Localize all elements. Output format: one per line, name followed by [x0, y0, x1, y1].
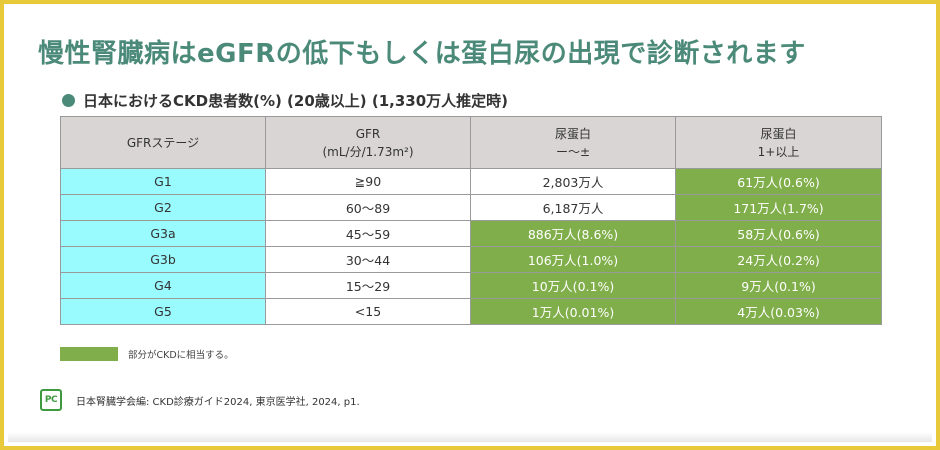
cell-protein-positive: 61万人(0.6%) [675, 168, 882, 195]
legend-text: 部分がCKDに相当する。 [128, 350, 234, 361]
legend-swatch [60, 347, 118, 361]
table-row: G3a 45〜59 886万人(8.6%) 58万人(0.6%) [60, 220, 882, 247]
cell-protein-positive: 171万人(1.7%) [675, 194, 882, 221]
bullet-icon [62, 94, 75, 107]
legend: 部分がCKDに相当する。 [60, 347, 234, 361]
cell-gfr: 45〜59 [265, 220, 471, 247]
ckd-table: GFRステージ GFR (mL/分/1.73m²) 尿蛋白 ー〜± 尿蛋白 1+以上 … [60, 116, 882, 325]
cell-protein-negative: 2,803万人 [470, 168, 676, 195]
cell-protein-negative: 1万人(0.01%) [470, 298, 676, 325]
cell-protein-negative: 106万人(1.0%) [470, 246, 676, 273]
table-row: G2 60〜89 6,187万人 171万人(1.7%) [60, 194, 882, 221]
cell-gfr: 30〜44 [265, 246, 471, 273]
table-row: G4 15〜29 10万人(0.1%) 9万人(0.1%) [60, 272, 882, 299]
cell-protein-positive: 4万人(0.03%) [675, 298, 882, 325]
table-row: G3b 30〜44 106万人(1.0%) 24万人(0.2%) [60, 246, 882, 273]
cell-gfr: <15 [265, 298, 471, 325]
header-gfr-stage: GFRステージ [60, 116, 266, 169]
header-proteinuria-negative: 尿蛋白 ー〜± [470, 116, 676, 169]
cell-stage: G3a [60, 220, 266, 247]
table-row: G5 <15 1万人(0.01%) 4万人(0.03%) [60, 298, 882, 325]
table-subtitle: 日本におけるCKD患者数(%) (20歳以上) (1,330万人推定時) [62, 90, 508, 111]
cell-protein-positive: 58万人(0.6%) [675, 220, 882, 247]
cell-protein-positive: 9万人(0.1%) [675, 272, 882, 299]
cell-stage: G4 [60, 272, 266, 299]
cell-protein-negative: 6,187万人 [470, 194, 676, 221]
header-proteinuria-positive: 尿蛋白 1+以上 [675, 116, 882, 169]
cell-gfr: 15〜29 [265, 272, 471, 299]
cell-stage: G3b [60, 246, 266, 273]
table-header-row: GFRステージ GFR (mL/分/1.73m²) 尿蛋白 ー〜± 尿蛋白 1+以上 [60, 116, 882, 169]
cell-gfr: ≧90 [265, 168, 471, 195]
cell-gfr: 60〜89 [265, 194, 471, 221]
table-row: G1 ≧90 2,803万人 61万人(0.6%) [60, 168, 882, 195]
cell-stage: G2 [60, 194, 266, 221]
subtitle-text: 日本におけるCKD患者数(%) (20歳以上) (1,330万人推定時) [83, 92, 509, 110]
bottom-shadow [8, 432, 932, 442]
cell-protein-negative: 10万人(0.1%) [470, 272, 676, 299]
cell-stage: G5 [60, 298, 266, 325]
cell-protein-positive: 24万人(0.2%) [675, 246, 882, 273]
source-text: 日本腎臓学会編: CKD診療ガイド2024, 東京医学社, 2024, p1. [76, 396, 360, 408]
header-gfr: GFR (mL/分/1.73m²) [265, 116, 471, 169]
cell-stage: G1 [60, 168, 266, 195]
source-citation: PC 日本腎臓学会編: CKD診療ガイド2024, 東京医学社, 2024, p… [40, 389, 360, 411]
cell-protein-negative: 886万人(8.6%) [470, 220, 676, 247]
pc-logo-icon: PC [40, 389, 62, 411]
page-title: 慢性腎臓病はeGFRの低下もしくは蛋白尿の出現で診断されます [38, 39, 806, 69]
